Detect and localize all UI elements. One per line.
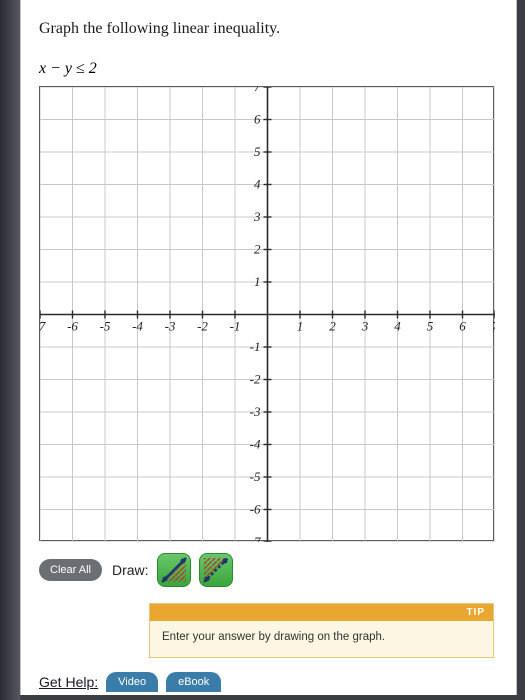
svg-text:-1: -1: [230, 319, 241, 334]
svg-text:-3: -3: [250, 404, 261, 419]
cartesian-grid: -7 -6 -5 -4 -3 -2 -1 1 2 3 4 5 6 7 -7 -6 -5 -4 -3 -2 -1 1 2 3 4 5…: [40, 87, 495, 542]
svg-text:1: 1: [254, 274, 261, 289]
help-ebook-button[interactable]: eBook: [166, 672, 221, 692]
draw-label: Draw:: [112, 562, 149, 578]
tip-text: Enter your answer by drawing on the grap…: [150, 621, 493, 643]
page-shadow: [0, 0, 20, 700]
get-help-label: Get Help:: [39, 674, 98, 690]
svg-text:-3: -3: [165, 319, 176, 334]
svg-text:4: 4: [394, 319, 401, 334]
svg-text:-4: -4: [250, 437, 261, 452]
svg-text:-1: -1: [250, 339, 261, 354]
help-video-button[interactable]: Video: [106, 672, 158, 692]
svg-text:3: 3: [253, 209, 261, 224]
help-row: Get Help: Video eBook: [39, 672, 498, 692]
svg-text:-6: -6: [250, 502, 261, 517]
svg-text:6: 6: [254, 112, 261, 127]
inequality-expression: x − y ≤ 2: [39, 60, 498, 78]
tip-box: TIP Enter your answer by drawing on the …: [149, 603, 494, 658]
svg-text:-2: -2: [197, 319, 208, 334]
tool-line-shade-below[interactable]: [157, 553, 191, 587]
svg-text:4: 4: [254, 177, 261, 192]
svg-text:-5: -5: [100, 319, 111, 334]
svg-text:-5: -5: [250, 469, 261, 484]
svg-text:-2: -2: [250, 372, 261, 387]
svg-text:-6: -6: [67, 319, 78, 334]
graph-canvas[interactable]: -7 -6 -5 -4 -3 -2 -1 1 2 3 4 5 6 7 -7 -6 -5 -4 -3 -2 -1 1 2 3 4 5…: [39, 86, 494, 541]
line-shade-above-icon: [202, 556, 230, 584]
svg-text:6: 6: [459, 319, 466, 334]
svg-text:2: 2: [254, 242, 261, 257]
svg-text:-7: -7: [40, 319, 46, 334]
svg-text:7: 7: [492, 319, 495, 334]
svg-text:2: 2: [329, 319, 336, 334]
tool-line-shade-above[interactable]: [199, 553, 233, 587]
svg-text:7: 7: [254, 87, 261, 94]
draw-toolbar: Clear All Draw:: [39, 553, 498, 587]
line-shade-below-icon: [160, 556, 188, 584]
clear-all-button[interactable]: Clear All: [39, 559, 102, 581]
svg-text:-4: -4: [132, 319, 143, 334]
question-panel: Graph the following linear inequality. x…: [20, 0, 517, 695]
tip-header: TIP: [150, 604, 493, 621]
svg-text:5: 5: [254, 144, 261, 159]
svg-text:-7: -7: [250, 534, 261, 542]
svg-text:1: 1: [297, 319, 304, 334]
svg-text:3: 3: [361, 319, 369, 334]
question-prompt: Graph the following linear inequality.: [39, 20, 498, 38]
svg-text:5: 5: [427, 319, 434, 334]
